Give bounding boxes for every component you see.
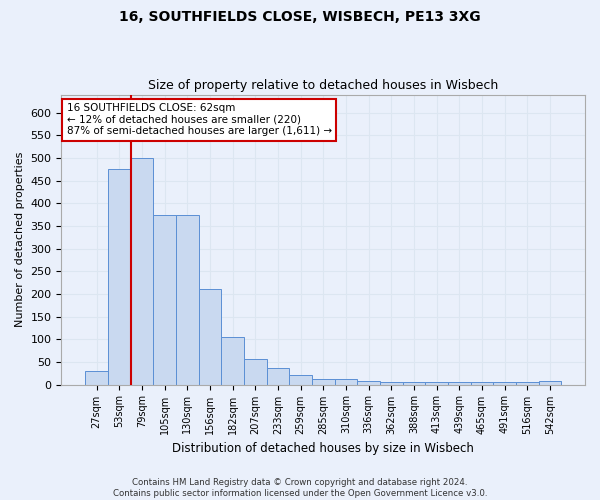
X-axis label: Distribution of detached houses by size in Wisbech: Distribution of detached houses by size … — [172, 442, 474, 455]
Bar — [153, 214, 176, 384]
Text: Contains HM Land Registry data © Crown copyright and database right 2024.
Contai: Contains HM Land Registry data © Crown c… — [113, 478, 487, 498]
Bar — [425, 382, 448, 384]
Title: Size of property relative to detached houses in Wisbech: Size of property relative to detached ho… — [148, 79, 499, 92]
Bar — [108, 170, 131, 384]
Y-axis label: Number of detached properties: Number of detached properties — [15, 152, 25, 327]
Bar — [403, 382, 425, 384]
Bar — [493, 382, 516, 384]
Text: 16, SOUTHFIELDS CLOSE, WISBECH, PE13 3XG: 16, SOUTHFIELDS CLOSE, WISBECH, PE13 3XG — [119, 10, 481, 24]
Bar — [199, 290, 221, 384]
Bar — [221, 337, 244, 384]
Bar — [470, 382, 493, 384]
Bar — [176, 214, 199, 384]
Bar — [266, 368, 289, 384]
Bar — [448, 382, 470, 384]
Bar — [357, 381, 380, 384]
Bar — [131, 158, 153, 384]
Text: 16 SOUTHFIELDS CLOSE: 62sqm
← 12% of detached houses are smaller (220)
87% of se: 16 SOUTHFIELDS CLOSE: 62sqm ← 12% of det… — [67, 104, 332, 136]
Bar — [289, 374, 312, 384]
Bar — [516, 382, 539, 384]
Bar — [539, 382, 561, 384]
Bar — [312, 378, 335, 384]
Bar — [335, 378, 357, 384]
Bar — [85, 371, 108, 384]
Bar — [244, 358, 266, 384]
Bar — [380, 382, 403, 384]
